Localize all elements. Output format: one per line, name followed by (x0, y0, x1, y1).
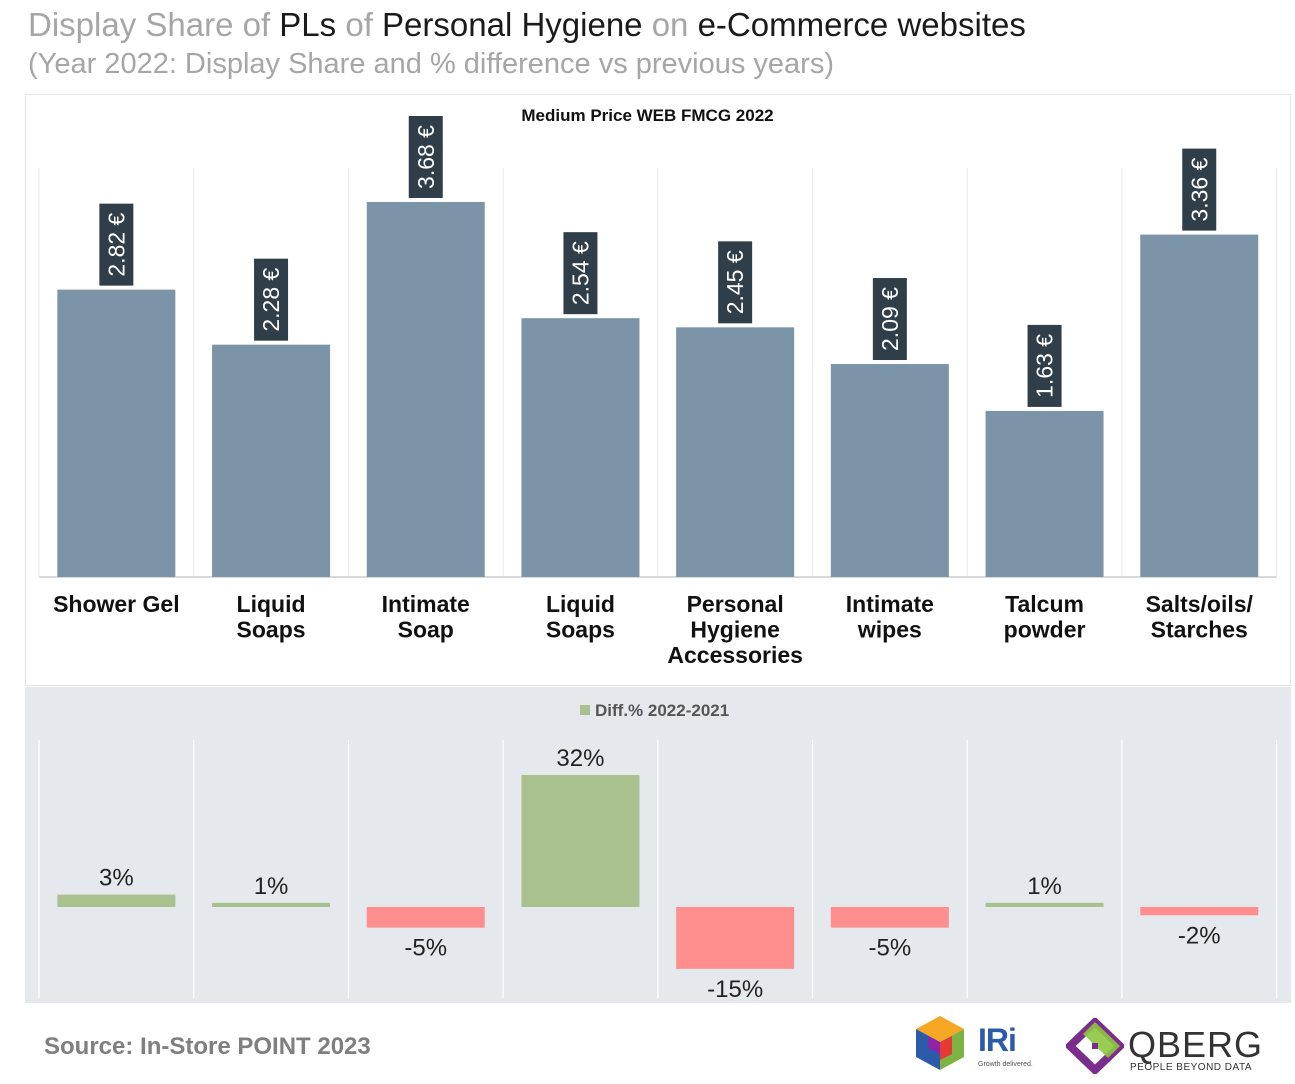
page-title: Display Share of PLs of Personal Hygiene… (28, 6, 1026, 44)
title-part: on (642, 6, 698, 43)
price-bar (57, 289, 176, 577)
legend-label: Diff.% 2022-2021 (595, 701, 729, 720)
category-label: Hygiene (690, 617, 779, 643)
legend-swatch (580, 705, 590, 715)
iri-logo-tagline: Growth delivered. (978, 1061, 1033, 1068)
price-bar (366, 202, 485, 577)
page-subtitle: (Year 2022: Display Share and % differen… (28, 48, 834, 80)
price-bar (985, 410, 1104, 577)
title-part: Display Share of (28, 6, 280, 43)
qberg-diamond-icon (1066, 1018, 1124, 1074)
category-label: Soaps (546, 617, 615, 643)
diff-data-label: 3% (99, 865, 134, 892)
iri-logo-text: IRi (978, 1022, 1017, 1058)
price-data-label: 1.63 € (1032, 334, 1058, 398)
category-label: Accessories (667, 642, 803, 668)
chart-title: Medium Price WEB FMCG 2022 (521, 106, 774, 125)
price-label-box (872, 278, 907, 361)
price-bar (212, 344, 331, 577)
title-part: Personal Hygiene (382, 6, 643, 43)
title-part: of (336, 6, 383, 43)
category-label: Intimate (382, 591, 470, 617)
price-label-box (1027, 324, 1062, 407)
diff-bar (1140, 907, 1259, 916)
category-label: Shower Gel (53, 591, 180, 617)
category-label: Personal (687, 591, 784, 617)
price-label-box (254, 258, 289, 341)
category-label: Intimate (846, 591, 934, 617)
price-label-box (408, 116, 443, 198)
price-data-label: 2.45 € (722, 250, 748, 314)
price-bar (830, 364, 949, 577)
diff-data-label: -15% (707, 976, 763, 1003)
price-bar (676, 327, 795, 577)
title-part: PLs (279, 6, 337, 43)
category-label: Liquid (237, 591, 306, 617)
price-data-label: 2.09 € (877, 287, 903, 351)
price-label-box (718, 241, 753, 324)
iri-logo: IRi Growth delivered. (912, 1014, 1052, 1078)
diff-data-label: -5% (869, 935, 912, 962)
qberg-logo-text: QBERG (1128, 1024, 1264, 1065)
diff-data-label: 32% (556, 745, 604, 772)
diff-data-label: -5% (404, 935, 447, 962)
category-label: wipes (857, 617, 922, 643)
price-data-label: 2.28 € (258, 267, 284, 331)
title-part: e-Commerce websites (697, 6, 1026, 43)
price-data-label: 3.36 € (1186, 157, 1212, 221)
category-label: powder (1004, 617, 1086, 643)
diff-bar (212, 902, 331, 907)
price-bar (521, 318, 640, 577)
price-label-box (563, 232, 598, 315)
qberg-logo: QBERG PEOPLE BEYOND DATA (1066, 1018, 1266, 1078)
diff-bar (57, 894, 176, 907)
iri-cube-icon (916, 1016, 964, 1070)
price-label-box (1182, 148, 1217, 231)
diff-data-label: 1% (254, 873, 289, 900)
category-label: Liquid (546, 591, 615, 617)
category-label: Talcum (1005, 591, 1084, 617)
category-label: Salts/oils/ (1146, 591, 1254, 617)
category-label: Soaps (237, 617, 306, 643)
diff-bar (676, 907, 795, 969)
diff-bar (985, 902, 1104, 907)
diff-bar (521, 775, 640, 907)
price-data-label: 2.82 € (103, 212, 129, 276)
diff-bar (830, 907, 949, 928)
source-note: Source: In-Store POINT 2023 (44, 1033, 371, 1060)
diff-data-label: 1% (1027, 873, 1062, 900)
price-label-box (99, 203, 134, 286)
price-data-label: 2.54 € (567, 241, 593, 305)
qberg-logo-tagline: PEOPLE BEYOND DATA (1130, 1062, 1252, 1073)
category-label: Starches (1151, 617, 1248, 643)
price-bar (1140, 234, 1259, 577)
price-data-label: 3.68 € (413, 125, 439, 189)
diff-data-label: -2% (1178, 922, 1221, 949)
diff-bar (366, 907, 485, 928)
category-label: Soap (398, 617, 454, 643)
